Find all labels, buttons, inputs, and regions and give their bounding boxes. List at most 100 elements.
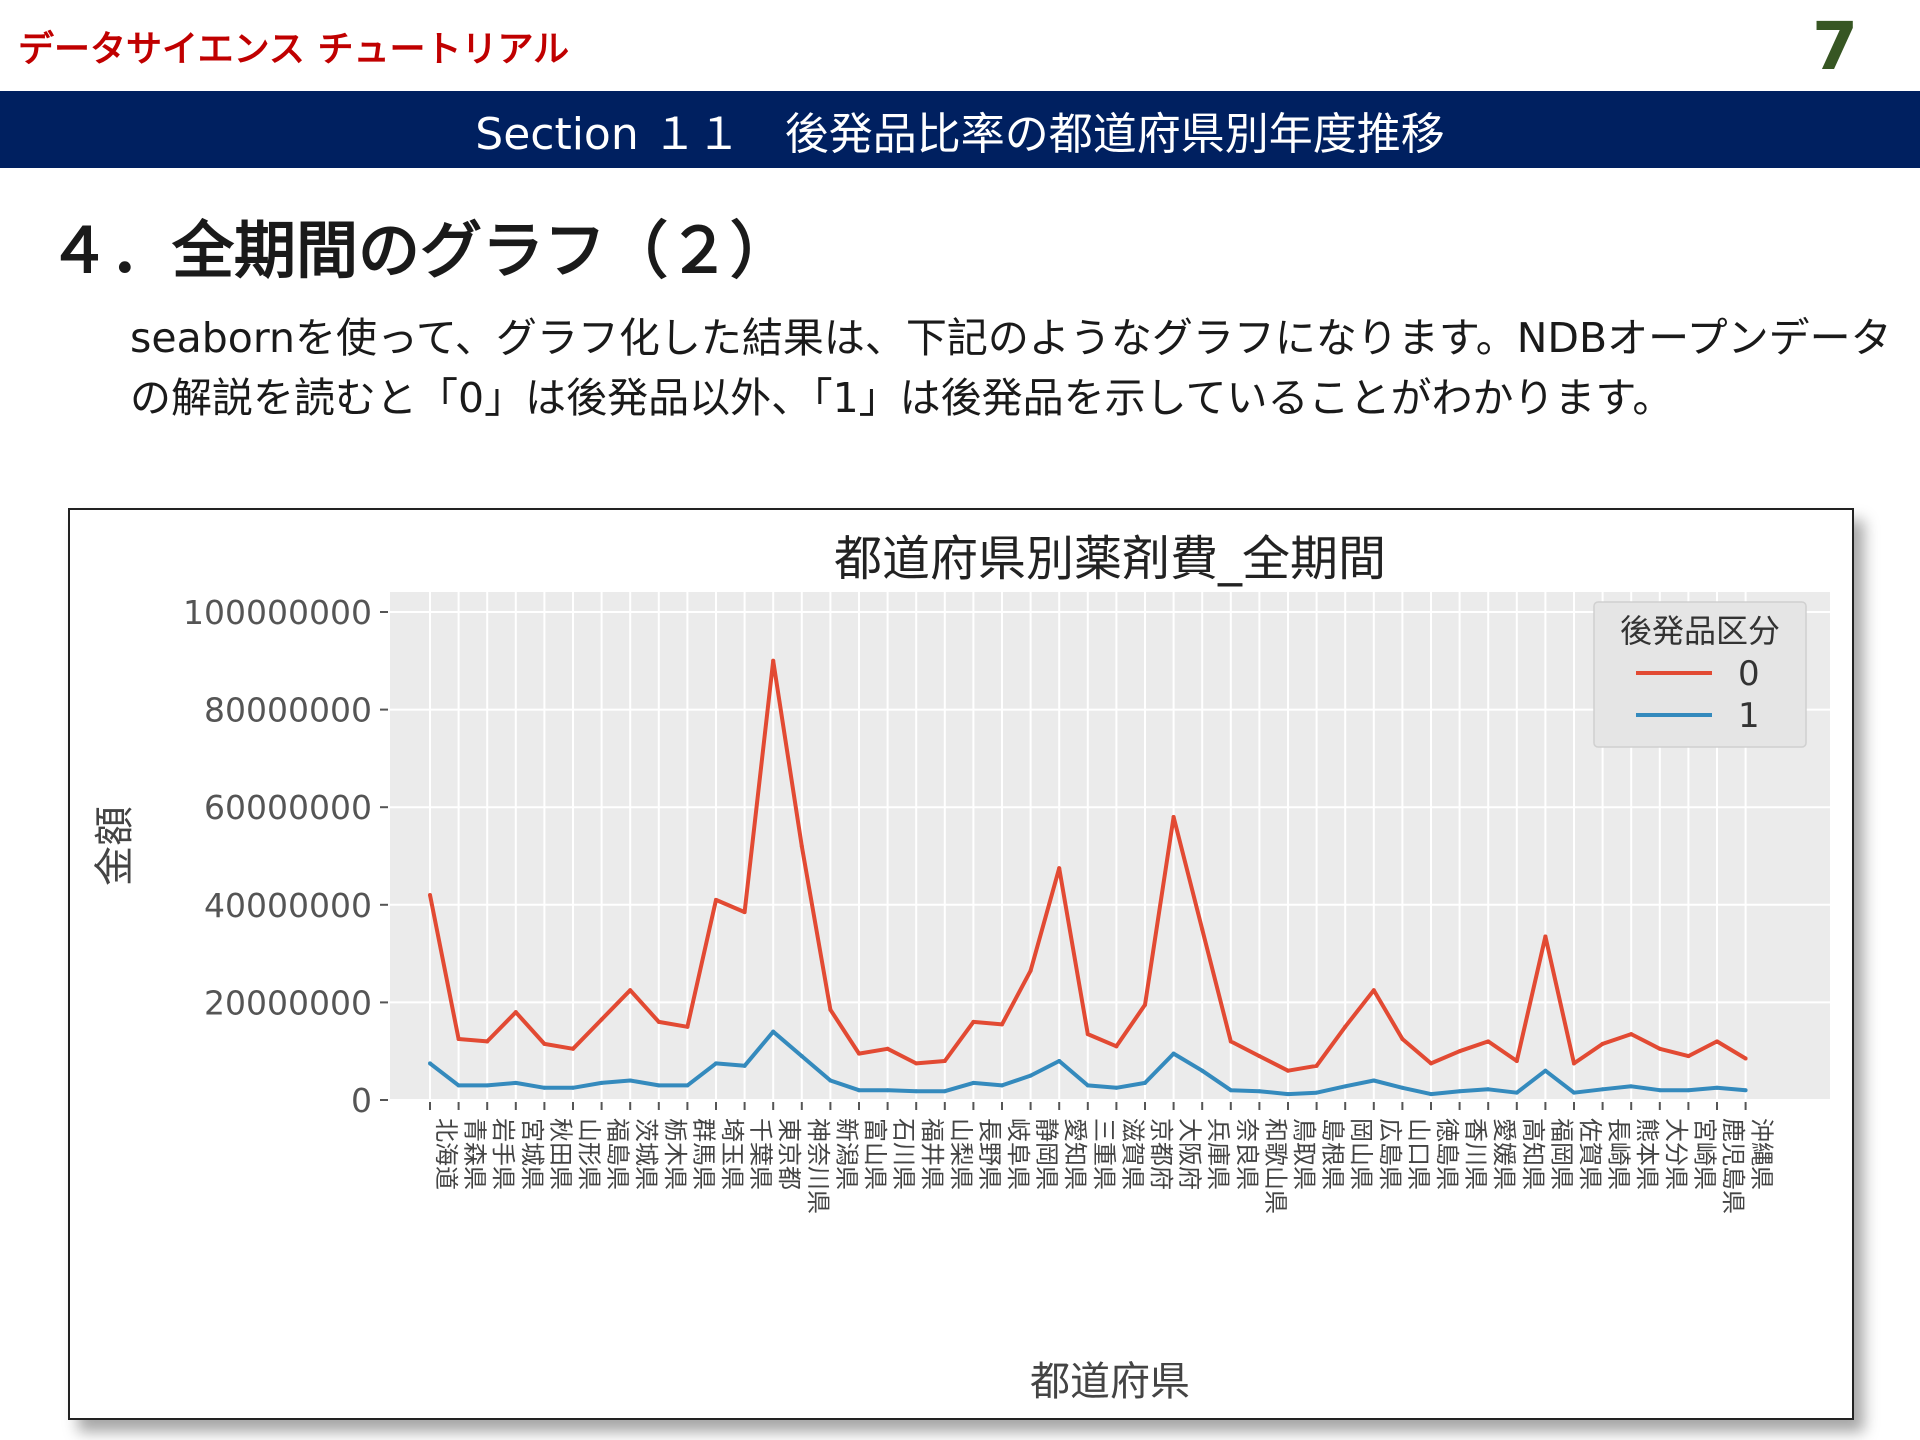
data-point-1 xyxy=(828,1078,833,1083)
data-point-0 xyxy=(914,1061,919,1066)
x-tick-label: 高知県 xyxy=(1519,1118,1547,1190)
x-tick-label: 京都府 xyxy=(1147,1118,1175,1190)
x-tick-label: 滋賀県 xyxy=(1118,1118,1146,1190)
data-point-0 xyxy=(1543,934,1548,939)
data-point-1 xyxy=(1200,1068,1205,1073)
data-point-0 xyxy=(1143,1002,1147,1007)
data-point-0 xyxy=(1228,1039,1233,1044)
data-point-1 xyxy=(971,1080,976,1085)
data-point-1 xyxy=(1600,1087,1605,1092)
data-point-1 xyxy=(628,1078,633,1083)
data-point-0 xyxy=(1429,1061,1433,1066)
data-point-1 xyxy=(685,1083,690,1088)
x-tick-label: 福島県 xyxy=(604,1118,632,1190)
x-tick-label: 秋田県 xyxy=(546,1118,574,1190)
y-tick-label: 60000000 xyxy=(204,788,372,827)
data-point-1 xyxy=(656,1083,661,1088)
data-point-0 xyxy=(1514,1058,1519,1063)
x-tick-label: 熊本県 xyxy=(1633,1118,1661,1190)
data-point-0 xyxy=(485,1039,490,1044)
x-tick-label: 岐阜県 xyxy=(1004,1118,1032,1190)
y-axis-label: 金額 xyxy=(92,806,138,886)
x-tick-label: 埼玉県 xyxy=(718,1118,746,1190)
data-point-1 xyxy=(914,1089,919,1094)
legend: 後発品区分 0 1 xyxy=(1593,601,1807,748)
data-point-0 xyxy=(513,1010,518,1015)
data-point-1 xyxy=(1314,1090,1319,1095)
y-tick-label: 20000000 xyxy=(204,983,372,1022)
data-point-0 xyxy=(1000,1022,1004,1027)
data-point-1 xyxy=(1371,1078,1376,1083)
legend-title: 後発品区分 xyxy=(1620,612,1780,650)
data-point-1 xyxy=(1572,1090,1576,1095)
data-point-0 xyxy=(599,1017,604,1022)
x-tick-label: 栃木県 xyxy=(661,1118,689,1190)
body-line-1: seabornを使って、グラフ化した結果は、下記のようなグラフになります。NDB… xyxy=(130,314,1892,362)
data-point-0 xyxy=(656,1019,661,1024)
x-tick-label: 愛媛県 xyxy=(1490,1118,1518,1190)
x-tick-label: 兵庫県 xyxy=(1204,1118,1232,1190)
x-tick-label: 北海道 xyxy=(432,1118,460,1190)
data-point-1 xyxy=(742,1063,747,1068)
data-point-1 xyxy=(1657,1088,1662,1093)
data-point-0 xyxy=(1171,814,1176,819)
x-tick-label: 宮城県 xyxy=(518,1118,546,1190)
data-point-0 xyxy=(1114,1044,1119,1049)
data-point-0 xyxy=(1572,1061,1576,1066)
body-paragraph: seabornを使って、グラフ化した結果は、下記のようなグラフになります。NDB… xyxy=(130,308,1892,428)
data-point-1 xyxy=(1257,1089,1262,1094)
x-tick-label: 三重県 xyxy=(1090,1118,1118,1190)
data-point-1 xyxy=(571,1085,575,1090)
data-point-1 xyxy=(1085,1083,1090,1088)
data-point-0 xyxy=(542,1041,547,1046)
body-line-2: の解説を読むと「0」は後発品以外、「1」は後発品を示していることがわかります。 xyxy=(130,374,1674,422)
data-point-0 xyxy=(628,988,633,993)
x-tick-label: 沖縄県 xyxy=(1748,1118,1776,1190)
data-point-1 xyxy=(456,1083,461,1088)
x-tick-label: 石川県 xyxy=(890,1118,918,1190)
y-tick-label: 40000000 xyxy=(204,886,372,925)
data-point-1 xyxy=(1629,1084,1634,1089)
data-point-0 xyxy=(1200,927,1205,932)
data-point-1 xyxy=(1514,1090,1519,1095)
x-tick-label: 和歌山県 xyxy=(1261,1118,1289,1214)
data-point-1 xyxy=(1028,1073,1033,1078)
brand-title: データサイエンス チュートリアル xyxy=(18,29,570,70)
data-point-1 xyxy=(599,1080,604,1085)
data-point-0 xyxy=(971,1019,976,1024)
data-point-1 xyxy=(1486,1087,1491,1092)
data-point-1 xyxy=(1000,1083,1004,1088)
x-tick-label: 山口県 xyxy=(1404,1118,1432,1190)
x-tick-label: 大阪府 xyxy=(1176,1118,1204,1190)
x-tick-label: 奈良県 xyxy=(1233,1118,1261,1190)
data-point-0 xyxy=(1028,968,1033,973)
data-point-1 xyxy=(799,1054,804,1059)
data-point-0 xyxy=(1314,1063,1319,1068)
x-tick-label: 宮崎県 xyxy=(1690,1118,1718,1190)
data-point-1 xyxy=(885,1088,890,1093)
x-tick-label: 島根県 xyxy=(1319,1118,1347,1190)
data-point-1 xyxy=(1171,1051,1176,1056)
x-tick-label: 静岡県 xyxy=(1033,1118,1061,1190)
x-tick-label: 茨城県 xyxy=(632,1118,660,1190)
page-number: 7 xyxy=(1812,8,1858,85)
x-tick-label: 徳島県 xyxy=(1433,1118,1461,1190)
data-point-1 xyxy=(542,1085,547,1090)
data-point-0 xyxy=(1400,1037,1405,1041)
legend-label-1: 1 xyxy=(1738,696,1760,736)
data-point-0 xyxy=(1343,1024,1348,1029)
section-title: Section １１ 後発品比率の都道府県別年度推移 xyxy=(475,108,1445,160)
data-point-0 xyxy=(1743,1056,1748,1061)
data-point-1 xyxy=(1114,1085,1119,1090)
data-point-0 xyxy=(1257,1054,1262,1059)
data-point-1 xyxy=(1343,1084,1348,1089)
data-point-0 xyxy=(771,658,776,663)
x-tick-label: 東京都 xyxy=(775,1118,803,1190)
x-tick-label: 富山県 xyxy=(861,1118,889,1190)
x-tick-label: 福岡県 xyxy=(1547,1118,1575,1190)
x-tick-label: 青森県 xyxy=(461,1118,489,1190)
x-tick-label: 新潟県 xyxy=(832,1118,860,1190)
x-axis-label: 都道府県 xyxy=(1030,1359,1190,1405)
data-point-0 xyxy=(1457,1049,1462,1054)
data-point-1 xyxy=(1228,1088,1233,1093)
